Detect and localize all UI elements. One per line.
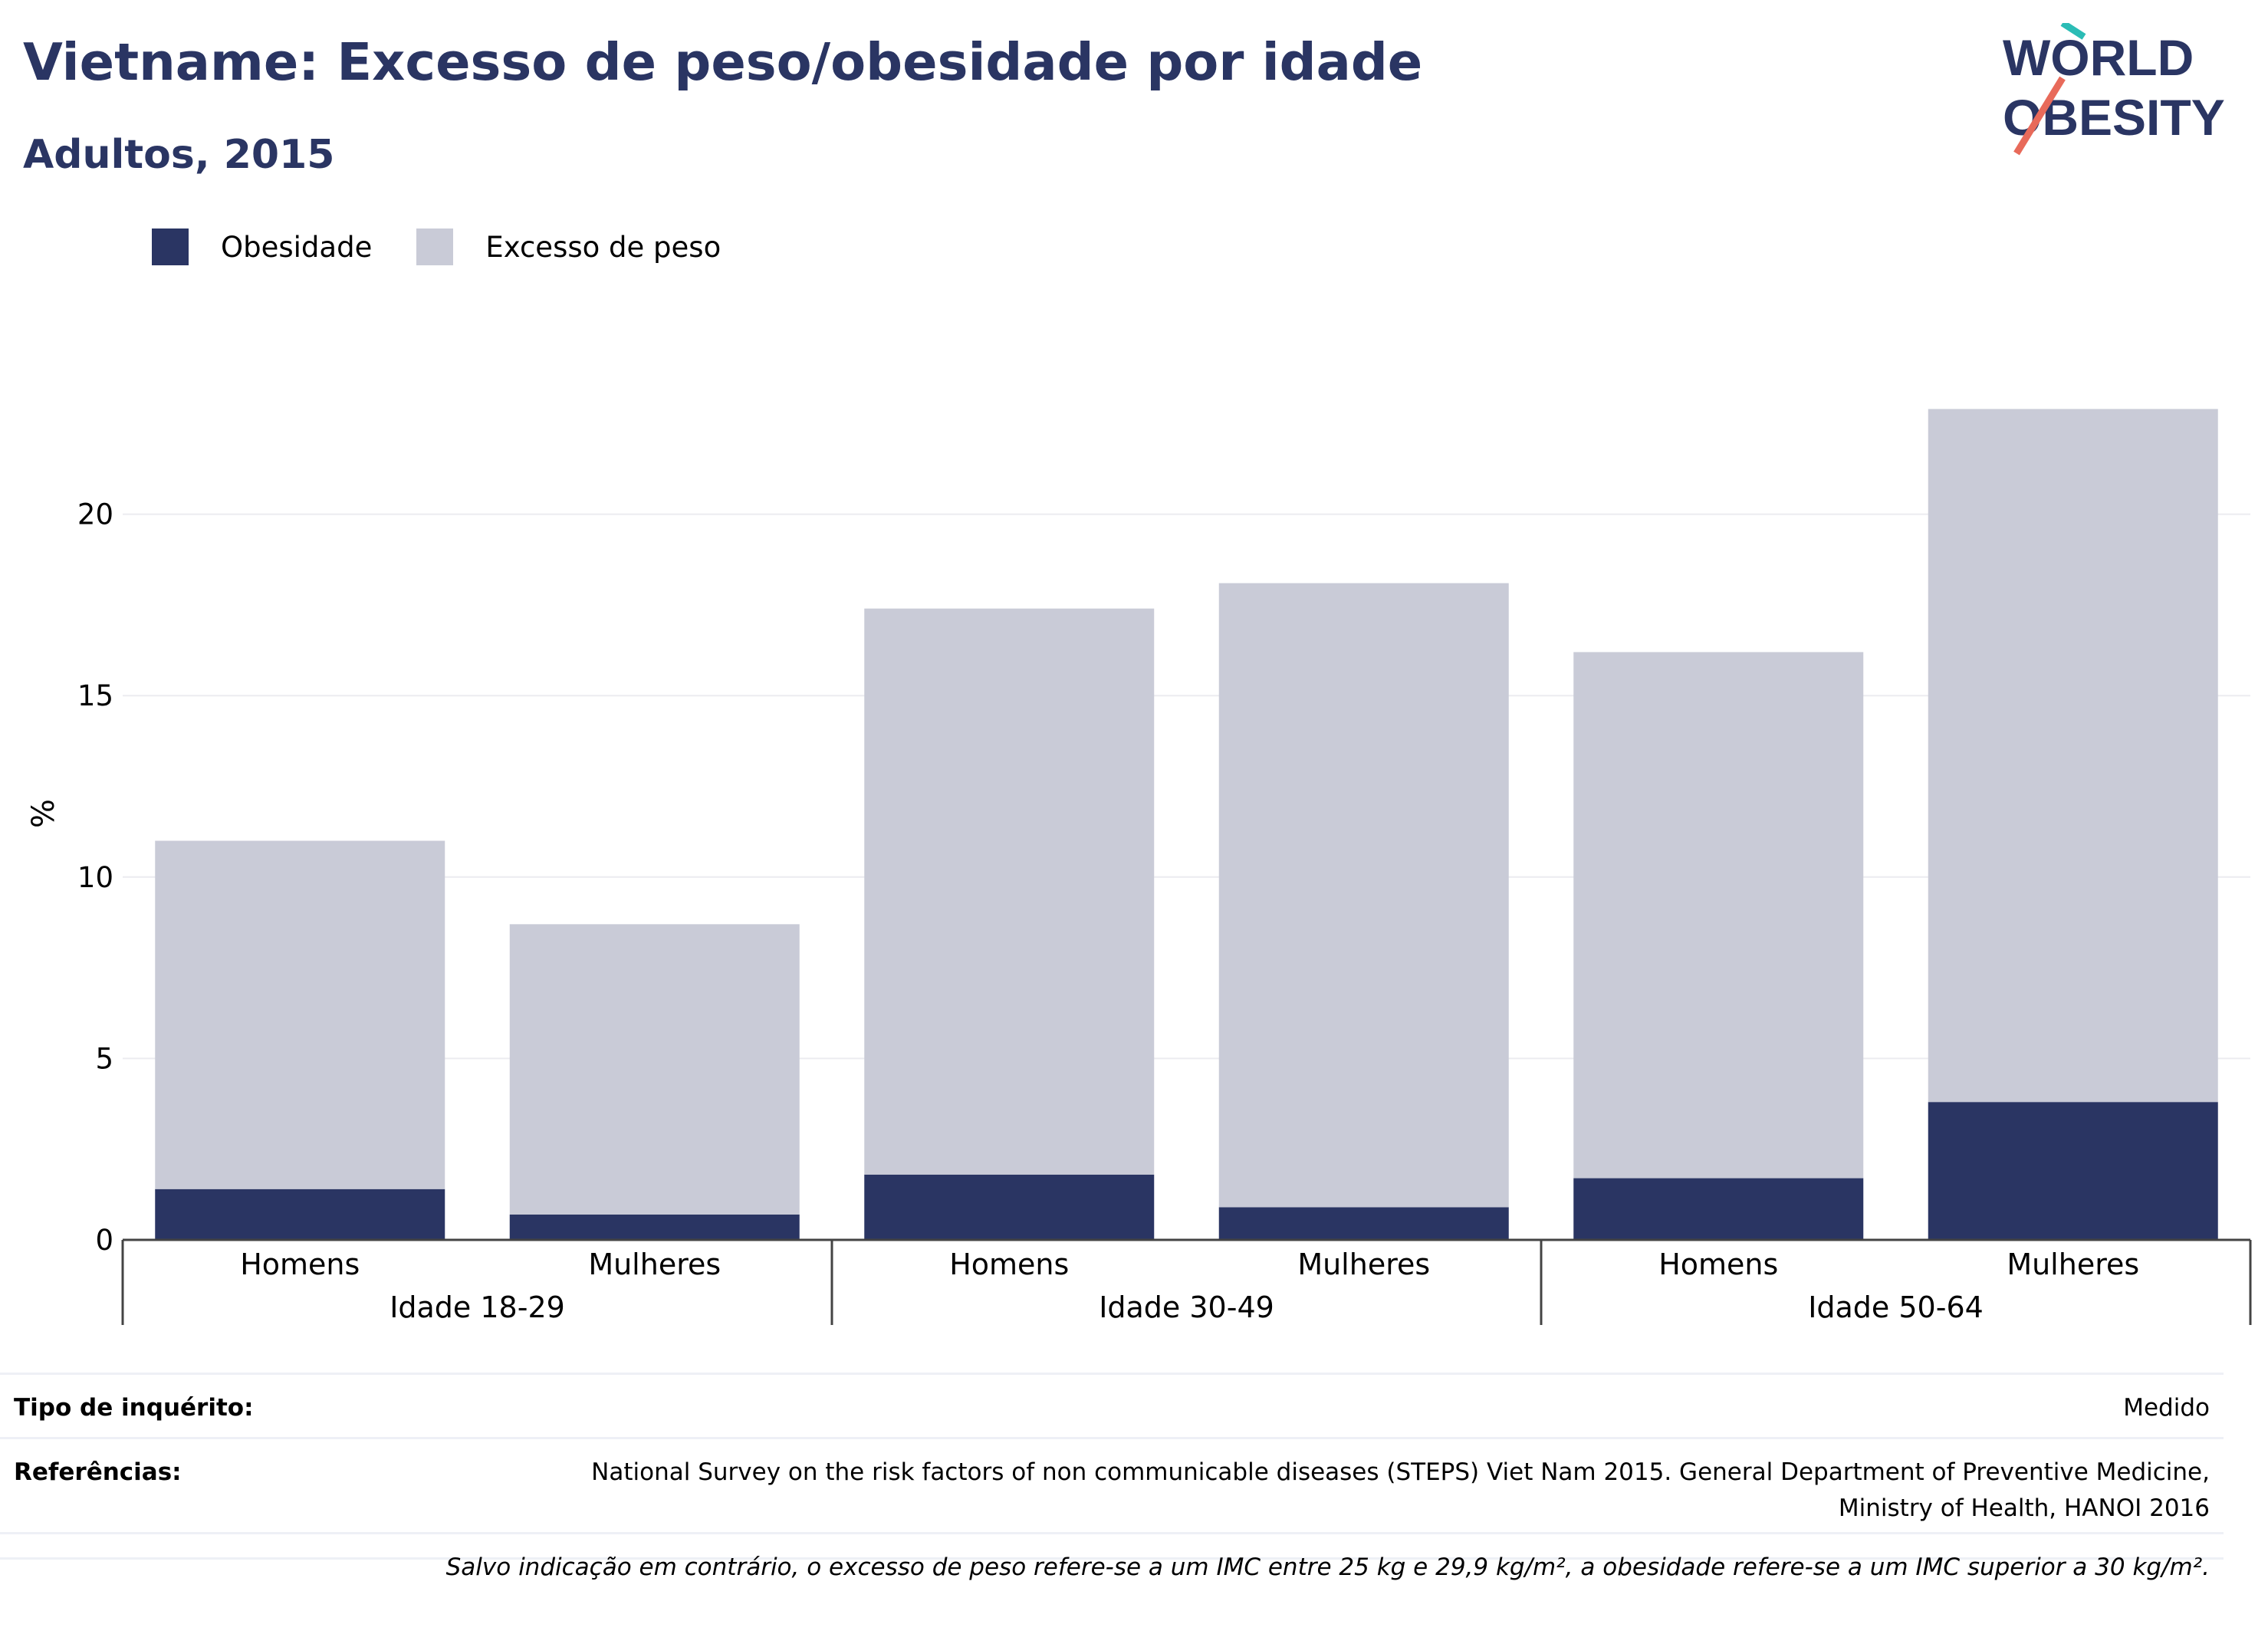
logo-text-world: WORLD <box>2003 29 2194 86</box>
references-line-2: Ministry of Health, HANOI 2016 <box>1838 1494 2210 1522</box>
x-tick-label: Homens <box>240 1248 360 1281</box>
y-tick-label: 5 <box>95 1042 113 1075</box>
bar-obesidade <box>1573 1178 1864 1240</box>
y-tick-label: 0 <box>95 1224 113 1257</box>
legend-label-obesidade: Obesidade <box>221 230 373 264</box>
legend-item-obesidade: Obesidade <box>152 228 372 265</box>
y-axis-label: % <box>26 799 61 828</box>
survey-type-row: Tipo de inquérito: Medido <box>0 1373 2224 1439</box>
bar-obesidade <box>509 1214 800 1240</box>
references-label: Referências: <box>14 1458 182 1486</box>
survey-type-value: Medido <box>2123 1394 2210 1422</box>
group-label: Idade 50-64 <box>1808 1290 1984 1324</box>
y-tick-label: 20 <box>77 498 113 531</box>
y-tick-label: 10 <box>77 861 113 894</box>
bar-excesso-de-peso <box>509 924 800 1215</box>
bar-excesso-de-peso <box>1573 652 1864 1179</box>
references-line-1: National Survey on the risk factors of n… <box>591 1458 2210 1486</box>
bar-obesidade <box>864 1174 1155 1240</box>
legend-label-excesso-de-peso: Excesso de peso <box>485 230 721 264</box>
bar-excesso-de-peso <box>155 840 445 1189</box>
logo-slash-coral <box>2013 76 2066 156</box>
group-label: Idade 30-49 <box>1099 1290 1274 1324</box>
chart-title: Vietname: Excesso de peso/obesidade por … <box>23 32 1423 92</box>
logo-slash-teal <box>2060 23 2086 40</box>
x-tick-label: Mulheres <box>1297 1248 1430 1281</box>
y-tick-label: 15 <box>77 679 113 712</box>
footnote-text: Salvo indicação em contrário, o excesso … <box>445 1553 2210 1581</box>
legend-swatch-obesidade <box>152 228 189 265</box>
legend-item-excesso-de-peso: Excesso de peso <box>416 228 721 265</box>
group-label: Idade 18-29 <box>390 1290 565 1324</box>
footnote-row: Salvo indicação em contrário, o excesso … <box>0 1532 2224 1581</box>
bar-obesidade <box>155 1189 445 1240</box>
x-tick-label: Mulheres <box>588 1248 721 1281</box>
x-tick-label: Homens <box>1658 1248 1778 1281</box>
bar-obesidade <box>1928 1102 2218 1240</box>
legend-swatch-excesso-de-peso <box>416 228 454 265</box>
bar-excesso-de-peso <box>1928 409 2218 1103</box>
stacked-bar-chart: 0 5 10 15 20% Homens Mulheres Homens Mulheres Hom… <box>26 409 2252 1325</box>
bar-excesso-de-peso <box>864 608 1155 1175</box>
x-tick-label: Homens <box>949 1248 1069 1281</box>
bar-obesidade <box>1218 1207 1509 1240</box>
x-tick-label: Mulheres <box>2007 1248 2139 1281</box>
survey-type-label: Tipo de inquérito: <box>14 1394 254 1422</box>
world-obesity-logo: WORLD OBESITY <box>2003 23 2225 156</box>
chart-legend: Obesidade Excesso de peso <box>152 228 765 265</box>
bar-excesso-de-peso <box>1218 583 1509 1208</box>
chart-subtitle: Adultos, 2015 <box>23 132 335 178</box>
references-row: Referências: National Survey on the risk… <box>0 1437 2224 1534</box>
